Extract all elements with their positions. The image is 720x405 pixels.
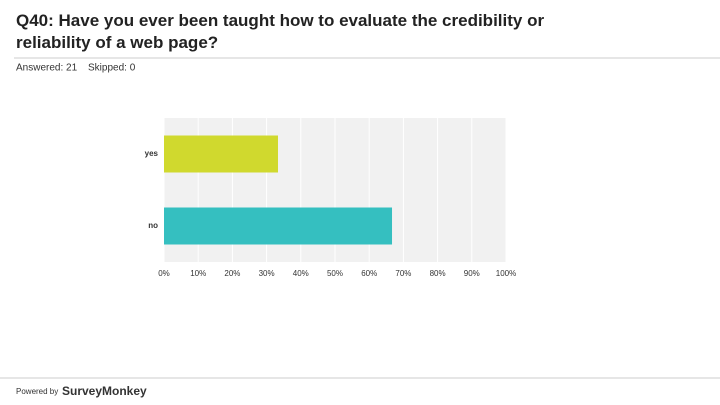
x-tick-label: 30% xyxy=(259,269,275,278)
bar xyxy=(164,207,393,245)
x-tick-label: 90% xyxy=(464,269,480,278)
x-tick-label: 0% xyxy=(158,269,170,278)
skipped: Skipped: 0 xyxy=(88,63,136,74)
answered: Answered: 21 xyxy=(16,63,78,74)
x-tick-label: 60% xyxy=(361,269,377,278)
y-tick-label: no xyxy=(148,221,158,230)
x-tick-label: 20% xyxy=(224,269,240,278)
bar xyxy=(164,135,278,173)
x-tick-label: 50% xyxy=(327,269,343,278)
x-tick-label: 70% xyxy=(395,269,411,278)
y-tick-label: yes xyxy=(145,149,159,158)
chart-title: Q40: Have you ever been taught how to ev… xyxy=(16,11,545,52)
x-tick-label: 80% xyxy=(430,269,446,278)
x-tick-label: 100% xyxy=(496,269,516,278)
x-tick-label: 40% xyxy=(293,269,309,278)
x-tick-label: 10% xyxy=(190,269,206,278)
footer: Powered by xyxy=(16,387,58,396)
brand: SurveyMonkey xyxy=(62,384,147,398)
